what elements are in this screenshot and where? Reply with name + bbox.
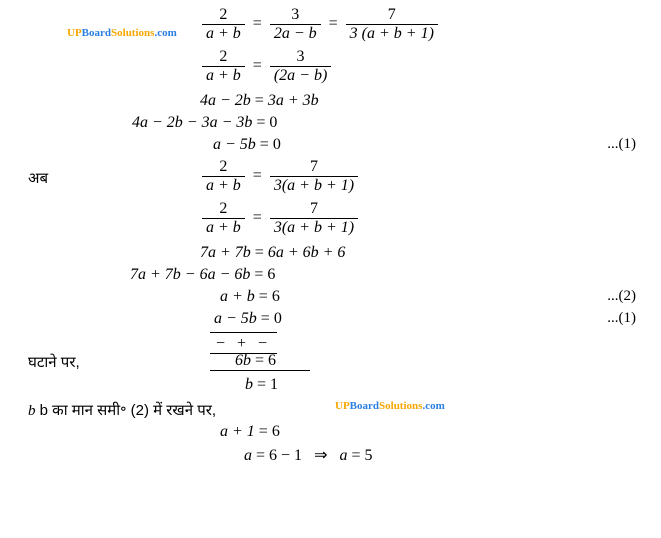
equation-3: 4a − 2b = 3a + 3b bbox=[200, 92, 319, 110]
label-ghatane: घटाने पर, bbox=[28, 352, 80, 372]
result-underline bbox=[210, 370, 310, 371]
eqnum-1a: ...(1) bbox=[607, 136, 636, 153]
wm-up: UP bbox=[67, 27, 82, 39]
equation-2: 2a + b = 3(2a − b) bbox=[202, 48, 331, 85]
equation-15: a = 6 − 1 ⇒ a = 5 bbox=[244, 445, 373, 465]
wm-dotcom: .com bbox=[154, 27, 176, 39]
equation-7: 2a + b = 73(a + b + 1) bbox=[202, 200, 358, 237]
wm-board: Board bbox=[82, 27, 111, 39]
equation-8: 7a + 7b = 6a + 6b + 6 bbox=[200, 244, 345, 262]
equation-6: 2a + b = 73(a + b + 1) bbox=[202, 158, 358, 195]
eqnum-1b: ...(1) bbox=[607, 310, 636, 327]
equation-5: a − 5b = 0 bbox=[213, 136, 281, 154]
watermark-bottom: UPBoardSolutions.com bbox=[335, 400, 445, 412]
equation-10: a + b = 6 bbox=[220, 288, 280, 306]
equation-13: b = 1 bbox=[245, 376, 278, 394]
equation-4: 4a − 2b − 3a − 3b = 0 bbox=[132, 114, 277, 132]
equation-1: 2a + b = 32a − b = 73 (a + b + 1) bbox=[202, 6, 438, 43]
subtraction-signs: − + − bbox=[210, 332, 277, 354]
equation-14: a + 1 = 6 bbox=[220, 423, 280, 441]
wm-solutions: Solutions bbox=[111, 27, 154, 39]
watermark-top: UPBoardSolutions.com bbox=[67, 27, 177, 39]
equation-12: 6b = 6 bbox=[235, 352, 276, 370]
equation-11: a − 5b = 0 bbox=[214, 310, 282, 328]
equation-9: 7a + 7b − 6a − 6b = 6 bbox=[130, 266, 275, 284]
eqnum-2: ...(2) bbox=[607, 288, 636, 305]
label-ab: अब bbox=[28, 168, 48, 188]
label-bman: b b का मान समी॰ (2) में रखने पर, bbox=[28, 400, 216, 420]
